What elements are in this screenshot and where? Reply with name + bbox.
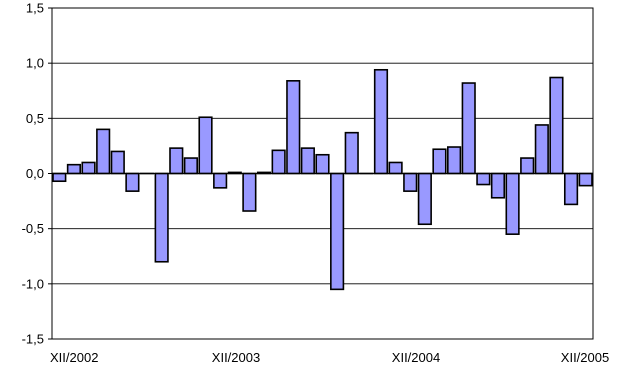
bar xyxy=(373,68,389,175)
bar xyxy=(66,163,82,175)
bar xyxy=(403,172,418,192)
bar xyxy=(315,153,330,175)
y-tick-label: -0,5 xyxy=(22,221,44,236)
bar xyxy=(534,124,549,175)
bar xyxy=(520,157,535,175)
bar xyxy=(96,128,111,175)
bar xyxy=(81,161,96,175)
y-tick-label: -1,5 xyxy=(22,332,44,347)
bar xyxy=(125,172,140,192)
bar xyxy=(432,148,447,175)
x-tick-label: XII/2003 xyxy=(212,350,260,365)
bar xyxy=(447,146,462,175)
bar xyxy=(476,172,491,186)
bar xyxy=(490,172,506,199)
bar xyxy=(388,161,403,175)
bar xyxy=(286,80,301,175)
bar xyxy=(417,172,432,226)
x-tick-label: XII/2002 xyxy=(50,350,98,365)
y-tick-label: 1,0 xyxy=(26,56,44,71)
x-tick-label: XII/2004 xyxy=(392,350,440,365)
bar xyxy=(549,76,564,175)
bar xyxy=(578,172,593,187)
bar xyxy=(563,172,579,206)
bar xyxy=(461,82,476,175)
bar xyxy=(505,172,520,235)
bar xyxy=(169,147,184,175)
y-tick-label: -1,0 xyxy=(22,276,44,291)
bar xyxy=(198,116,213,175)
x-tick-label: XII/2005 xyxy=(561,350,609,365)
bar xyxy=(300,147,315,175)
bar xyxy=(344,131,359,175)
bar xyxy=(154,172,169,263)
bar xyxy=(183,157,198,175)
bar xyxy=(213,172,228,189)
bar xyxy=(330,172,345,291)
bar xyxy=(110,150,125,175)
bar xyxy=(52,172,67,183)
y-tick-label: 0,0 xyxy=(26,166,44,181)
bar xyxy=(242,172,257,212)
y-tick-label: 0,5 xyxy=(26,111,44,126)
y-tick-label: 1,5 xyxy=(26,1,44,16)
bar xyxy=(271,149,286,175)
